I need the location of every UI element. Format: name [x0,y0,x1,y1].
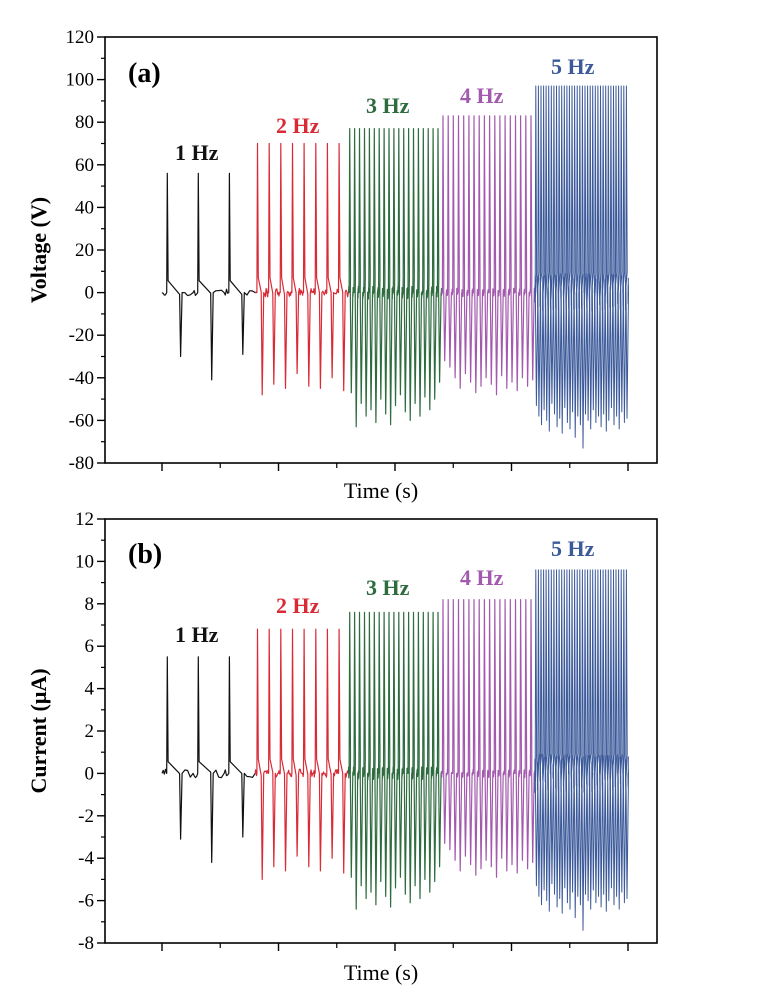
panel-label-b: (b) [128,539,162,570]
y-tick-label: 8 [85,594,95,615]
series-trace-3hz [347,128,443,428]
y-tick-label: -2 [78,806,94,827]
series-trace-4hz [441,115,536,396]
panel-label-a: (a) [128,58,161,89]
series-trace-5hz [534,569,629,931]
y-tick-label: 2 [85,721,95,742]
y-tick-label: -60 [69,410,94,431]
freq-label-3hz: 3 Hz [366,93,410,118]
freq-label-3hz: 3 Hz [366,575,410,600]
freq-label-4hz: 4 Hz [460,83,504,108]
freq-label-5hz: 5 Hz [551,536,595,561]
y-tick-label: 12 [75,509,94,530]
y-tick-label: 20 [75,240,94,261]
y-tick-label: 40 [75,197,94,218]
series-trace-4hz [441,599,536,878]
current-y-ticks: -8 -6 -4 -2 0 2 4 6 8 10 12 [75,509,105,954]
y-tick-label: -40 [69,368,94,389]
y-tick-label: 100 [66,70,95,91]
voltage-x-ticks [161,463,629,471]
y-tick-label: -8 [78,933,94,954]
y-tick-label: -6 [78,891,94,912]
freq-label-2hz: 2 Hz [276,593,320,618]
current-x-axis-label: Time (s) [344,960,418,985]
y-tick-label: 6 [85,636,95,657]
current-y-axis-label: Current (μA) [26,668,51,793]
freq-label-1hz: 1 Hz [175,140,219,165]
voltage-y-ticks: -80 -60 -40 -20 0 20 40 60 80 100 120 [66,27,105,474]
y-tick-label: -20 [69,325,94,346]
current-x-ticks [161,943,629,951]
freq-label-5hz: 5 Hz [551,54,595,79]
voltage-x-axis-label: Time (s) [344,478,418,503]
series-trace-5hz [534,85,629,449]
y-tick-label: 0 [85,283,95,304]
voltage-panel: -80 -60 -40 -20 0 20 40 60 80 100 120 (a) 1 Hz 2 H… [26,27,658,503]
series-trace-2hz [254,142,349,396]
freq-label-1hz: 1 Hz [175,622,219,647]
y-tick-label: 10 [75,551,94,572]
series-trace-1hz [161,656,256,863]
freq-label-2hz: 2 Hz [276,113,320,138]
y-tick-label: -80 [69,453,94,474]
y-tick-label: 60 [75,155,94,176]
y-tick-label: 4 [85,679,95,700]
voltage-traces [161,85,629,449]
y-tick-label: -4 [78,848,94,869]
y-tick-label: 120 [66,27,95,48]
y-tick-label: 0 [85,763,95,784]
current-panel: -8 -6 -4 -2 0 2 4 6 8 10 12 (b) 1 Hz 2 Hz 3 Hz 4 H… [26,509,658,985]
series-trace-2hz [254,628,349,880]
voltage-y-axis-label: Voltage (V) [26,197,51,303]
freq-label-4hz: 4 Hz [460,565,504,590]
current-traces [161,569,629,931]
y-tick-label: 80 [75,112,94,133]
series-trace-3hz [347,611,443,910]
series-trace-1hz [161,172,256,381]
